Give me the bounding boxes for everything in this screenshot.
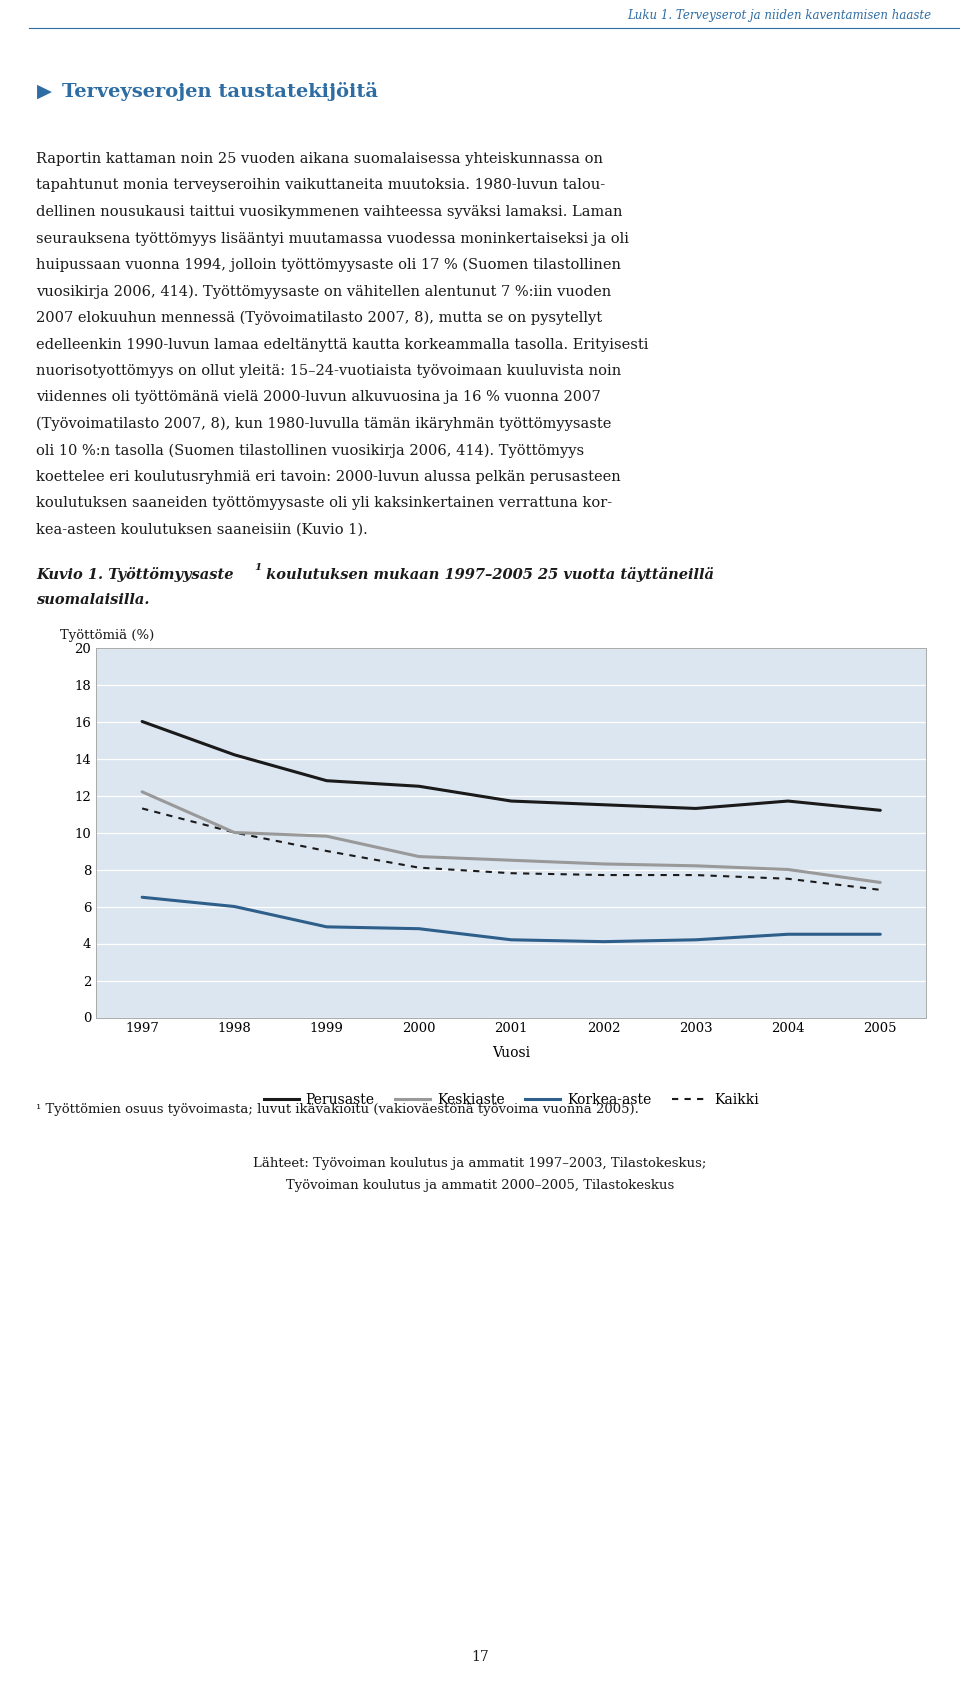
Text: Lähteet: Työvoiman koulutus ja ammatit 1997–2003, Tilastokeskus;: Lähteet: Työvoiman koulutus ja ammatit 1…: [253, 1158, 707, 1170]
Text: ▶: ▶: [36, 83, 52, 101]
Text: (Työvoimatilasto 2007, 8), kun 1980-luvulla tämän ikäryhmän työttömyysaste: (Työvoimatilasto 2007, 8), kun 1980-luvu…: [36, 417, 612, 432]
Text: Luku 1. Terveyserot ja niiden kaventamisen haaste: Luku 1. Terveyserot ja niiden kaventamis…: [627, 8, 931, 22]
Text: 2007 elokuuhun mennessä (Työvoimatilasto 2007, 8), mutta se on pysytellyt: 2007 elokuuhun mennessä (Työvoimatilasto…: [36, 311, 603, 326]
Text: vuosikirja 2006, 414). Työttömyysaste on vähitellen alentunut 7 %:iin vuoden: vuosikirja 2006, 414). Työttömyysaste on…: [36, 285, 612, 299]
Text: seurauksena työttömyys lisääntyi muutamassa vuodessa moninkertaiseksi ja oli: seurauksena työttömyys lisääntyi muutama…: [36, 231, 630, 245]
Text: ¹ Työttömien osuus työvoimasta; luvut ikävakioitu (vakioväestönä työvoima vuonna: ¹ Työttömien osuus työvoimasta; luvut ik…: [36, 1102, 639, 1116]
X-axis label: Vuosi: Vuosi: [492, 1047, 530, 1060]
Text: tapahtunut monia terveyseroihin vaikuttaneita muutoksia. 1980-luvun talou-: tapahtunut monia terveyseroihin vaikutta…: [36, 179, 606, 192]
Text: huipussaan vuonna 1994, jolloin työttömyysaste oli 17 % (Suomen tilastollinen: huipussaan vuonna 1994, jolloin työttömy…: [36, 258, 621, 272]
Text: Kuvio 1. Työttömyysaste: Kuvio 1. Työttömyysaste: [36, 567, 234, 582]
Text: Työvoiman koulutus ja ammatit 2000–2005, Tilastokeskus: Työvoiman koulutus ja ammatit 2000–2005,…: [286, 1180, 674, 1192]
Text: nuorisotyottömyys on ollut yleitä: 15–24-vuotiaista työvoimaan kuuluvista noin: nuorisotyottömyys on ollut yleitä: 15–24…: [36, 365, 622, 378]
Text: 17: 17: [471, 1649, 489, 1664]
Text: Raportin kattaman noin 25 vuoden aikana suomalaisessa yhteiskunnassa on: Raportin kattaman noin 25 vuoden aikana …: [36, 152, 604, 165]
Legend: Perusaste, Keskiaste, Korkea-aste, Kaikki: Perusaste, Keskiaste, Korkea-aste, Kaikk…: [258, 1087, 764, 1112]
Text: 1: 1: [254, 564, 262, 572]
Text: kea-asteen koulutuksen saaneisiin (Kuvio 1).: kea-asteen koulutuksen saaneisiin (Kuvio…: [36, 523, 369, 537]
Text: koettelee eri koulutusryhmiä eri tavoin: 2000-luvun alussa pelkän perusasteen: koettelee eri koulutusryhmiä eri tavoin:…: [36, 469, 621, 484]
Text: edelleenkin 1990-luvun lamaa edeltänyttä kautta korkeammalla tasolla. Erityisest: edelleenkin 1990-luvun lamaa edeltänyttä…: [36, 338, 649, 351]
Text: koulutuksen saaneiden työttömyysaste oli yli kaksinkertainen verrattuna kor-: koulutuksen saaneiden työttömyysaste oli…: [36, 496, 612, 510]
Text: Työttömiä (%): Työttömiä (%): [60, 630, 155, 643]
Text: Terveyserojen taustatekijöitä: Terveyserojen taustatekijöitä: [62, 83, 378, 101]
Text: viidennes oli työttömänä vielä 2000-luvun alkuvuosina ja 16 % vuonna 2007: viidennes oli työttömänä vielä 2000-luvu…: [36, 390, 601, 405]
Text: oli 10 %:n tasolla (Suomen tilastollinen vuosikirja 2006, 414). Työttömyys: oli 10 %:n tasolla (Suomen tilastollinen…: [36, 444, 585, 457]
Text: koulutuksen mukaan 1997–2005 25 vuotta täyttäneillä: koulutuksen mukaan 1997–2005 25 vuotta t…: [261, 567, 714, 582]
Text: dellinen nousukausi taittui vuosikymmenen vaihteessa syväksi lamaksi. Laman: dellinen nousukausi taittui vuosikymmene…: [36, 204, 623, 219]
Text: suomalaisilla.: suomalaisilla.: [36, 594, 150, 608]
